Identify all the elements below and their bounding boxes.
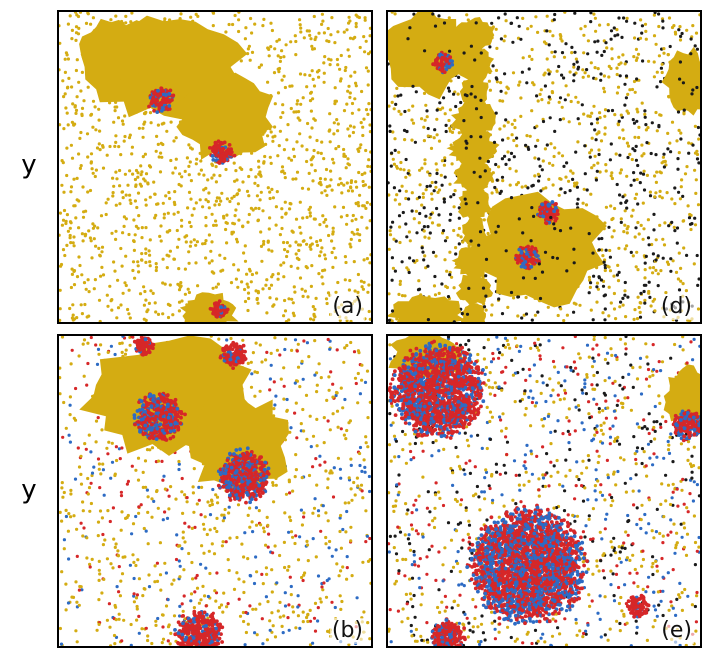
particle-plot-a <box>59 12 371 322</box>
panel-b: (b) <box>57 334 373 648</box>
panel-label-e: (e) <box>659 618 694 644</box>
panel-label-d: (d) <box>658 294 694 320</box>
y-axis-label-bottom: y <box>21 475 37 505</box>
panel-e: (e) <box>386 334 702 648</box>
particle-plot-e <box>388 336 700 646</box>
particle-plot-b <box>59 336 371 646</box>
panel-a: (a) <box>57 10 373 324</box>
y-axis-label-top: y <box>21 150 37 180</box>
panel-label-a: (a) <box>330 294 365 320</box>
panel-label-b: (b) <box>329 618 365 644</box>
panel-d: (d) <box>386 10 702 324</box>
particle-plot-d <box>388 12 700 322</box>
